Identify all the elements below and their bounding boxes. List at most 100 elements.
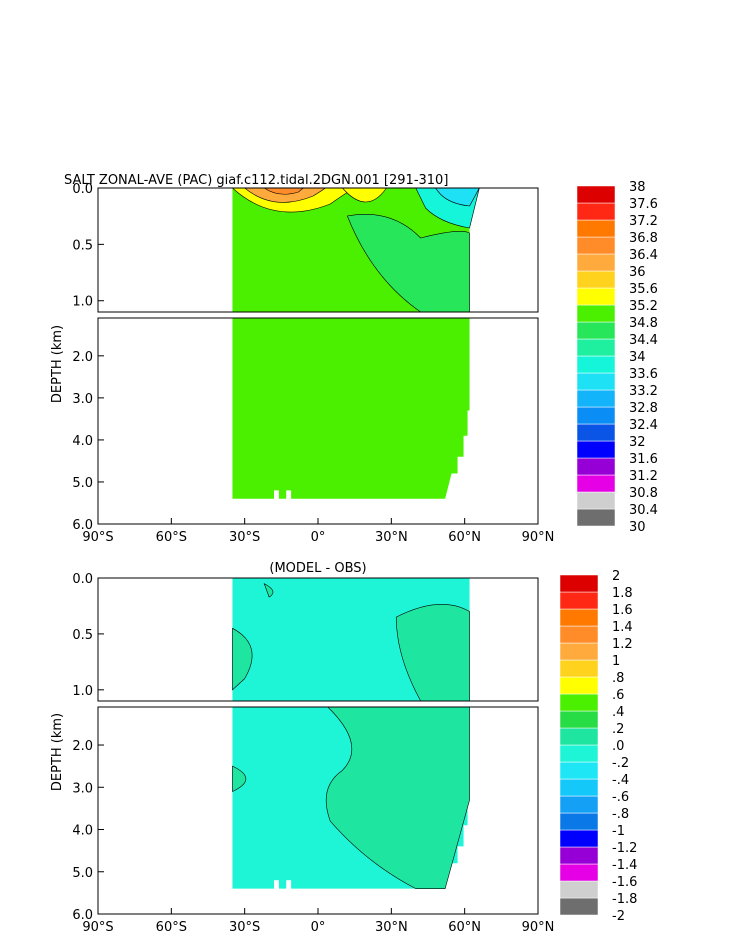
colorbar-label: 30 [629,520,646,535]
y-tick-label: 1.0 [72,684,93,699]
colorbar-label: 37.2 [629,214,658,229]
y-tick-label: 0.5 [72,628,93,643]
x-tick-label: 90°N [522,920,555,935]
y-tick-label: 5.0 [72,866,93,881]
colorbar-swatch [559,642,599,661]
colorbar-swatch [576,440,616,459]
seafloor-notch [274,490,279,500]
colorbar-label: 30.4 [629,503,658,518]
diff-deep-west-contour [232,765,247,792]
x-tick-label: 30°S [229,530,260,545]
y-tick-label: 6.0 [72,908,93,923]
colorbar-swatch [576,253,616,272]
colorbar-label: 1.2 [612,637,633,652]
y-tick-label: 5.0 [72,476,93,491]
colorbar-swatch [576,202,616,221]
colorbar-swatch [576,304,616,323]
colorbar-label: 1.8 [612,586,633,601]
y-tick-label: 0.5 [72,238,93,253]
colorbar-swatch [559,897,599,916]
deep-ocean-fill [232,318,470,499]
colorbar-swatch [576,508,616,527]
colorbar-swatch [559,727,599,746]
colorbar-swatch [559,761,599,780]
salinity-peak-contour [263,187,305,195]
colorbar-label: 36 [629,265,646,280]
colorbar-swatch [576,423,616,442]
colorbar-label: 36.8 [629,231,658,246]
x-tick-label: 0° [311,530,326,545]
colorbar-label: .2 [612,722,624,737]
colorbar-swatch [559,744,599,763]
colorbar-label: -1.8 [612,892,637,907]
chart-title: (MODEL - OBS) [269,561,366,576]
colorbar-label: -.8 [612,807,629,822]
colorbar-label: -.2 [612,756,629,771]
colorbar-swatch [576,338,616,357]
y-axis-label: DEPTH (km) [50,325,65,403]
colorbar-label: 1.6 [612,603,633,618]
colorbar-swatch [559,608,599,627]
y-axis-label: DEPTH (km) [50,713,65,791]
colorbar-swatch [576,321,616,340]
colorbar-swatch [576,372,616,391]
colorbar-label: 32.8 [629,401,658,416]
y-tick-label: 1.0 [72,295,93,310]
x-tick-label: 90°S [82,530,113,545]
x-tick-label: 90°N [522,530,555,545]
freshest-north-contour [434,187,480,207]
seafloor-notch [274,880,279,890]
colorbar-swatch [576,185,616,204]
x-tick-label: 90°S [82,920,113,935]
colorbar-swatch [559,676,599,695]
colorbar-swatch [576,236,616,255]
colorbar-swatch [559,625,599,644]
colorbar-swatch [559,659,599,678]
colorbar-swatch [576,287,616,306]
colorbar-swatch [559,846,599,865]
colorbar-swatch [576,270,616,289]
colorbar-label: 34.4 [629,333,658,348]
colorbar-label: -1.2 [612,841,637,856]
colorbar-label: -.6 [612,790,629,805]
colorbar-label: 33.2 [629,384,658,399]
colorbar-swatch [576,219,616,238]
colorbar-swatch [559,880,599,899]
y-tick-label: 3.0 [72,392,93,407]
x-tick-label: 30°S [229,920,260,935]
y-tick-label: 3.0 [72,781,93,796]
y-tick-label: 4.0 [72,824,93,839]
colorbar-swatch [576,389,616,408]
upper-frame [97,577,539,702]
colorbar-label: 1 [612,654,620,669]
colorbar-label: .6 [612,688,624,703]
colorbar-label: -1.6 [612,875,637,890]
difference-panel: (MODEL - OBS)0.00.51.02.03.04.05.06.090°… [50,561,637,935]
colorbar-label: 1.4 [612,620,633,635]
colorbar-label: 36.4 [629,248,658,263]
colorbar-swatch [559,591,599,610]
colorbar-swatch [559,863,599,882]
colorbar-label: 34.8 [629,316,658,331]
colorbar-swatch [559,710,599,729]
x-tick-label: 60°N [448,920,481,935]
colorbar-label: 37.6 [629,197,658,212]
y-tick-label: 4.0 [72,434,93,449]
diff-spot-contour [263,582,274,598]
colorbar-label: 33.6 [629,367,658,382]
colorbar-label: -2 [612,909,625,924]
colorbar-label: 35.2 [629,299,658,314]
y-tick-label: 6.0 [72,518,93,533]
colorbar-swatch [559,778,599,797]
seafloor-notch [286,490,292,500]
colorbar-label: 32.4 [629,418,658,433]
colorbar-label: 30.8 [629,486,658,501]
lower-salinity-contour [346,214,470,313]
colorbar-swatch [576,457,616,476]
diff-deep-contour [325,706,470,889]
diff-west-contour [232,627,253,691]
colorbar-swatch [576,406,616,425]
colorbar-label: 2 [612,569,620,584]
colorbar-label: 31.2 [629,469,658,484]
